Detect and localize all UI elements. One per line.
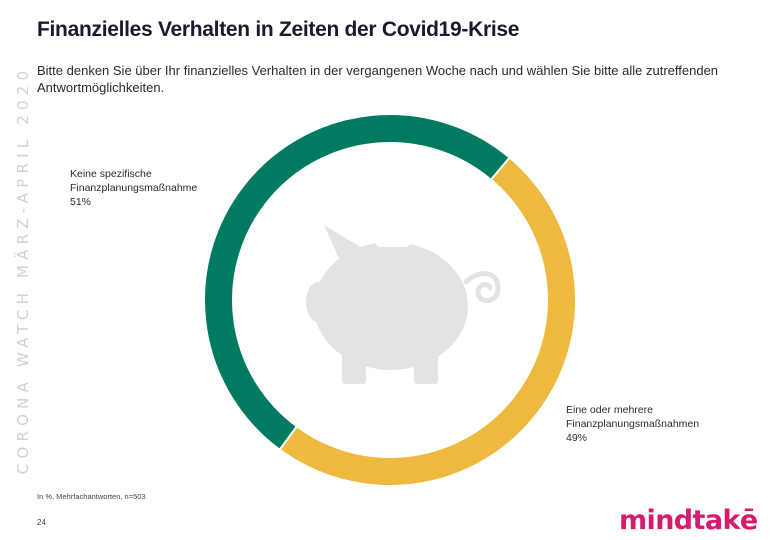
donut-slices <box>203 113 577 487</box>
footnote: In %, Mehrfachantworten, n=503 <box>37 492 146 501</box>
page-title: Finanzielles Verhalten in Zeiten der Cov… <box>37 18 520 41</box>
slice-label-mehrere: Eine oder mehrere Finanzplanungsmaßnahme… <box>566 403 699 445</box>
slice-label-mehrere-line1: Eine oder mehrere <box>566 404 653 416</box>
slice-label-mehrere-line2: Finanzplanungsmaßnahmen <box>566 418 700 430</box>
page-number: 24 <box>37 518 46 527</box>
slice-label-keine: Keine spezifische Finanzplanungsmaßnahme… <box>70 167 197 209</box>
slice-value-keine: 51% <box>70 196 92 208</box>
donut-slice-0 <box>203 113 511 452</box>
slice-label-keine-line2: Finanzplanungsmaßnahme <box>70 182 198 194</box>
slice-label-keine-line1: Keine spezifische <box>70 168 152 180</box>
mindtake-logo: mindtakē <box>619 505 758 536</box>
question-text: Bitte denken Sie über Ihr finanzielles V… <box>37 63 719 95</box>
piggy-bank-icon <box>306 225 501 384</box>
slice-value-mehrere: 49% <box>566 432 588 444</box>
